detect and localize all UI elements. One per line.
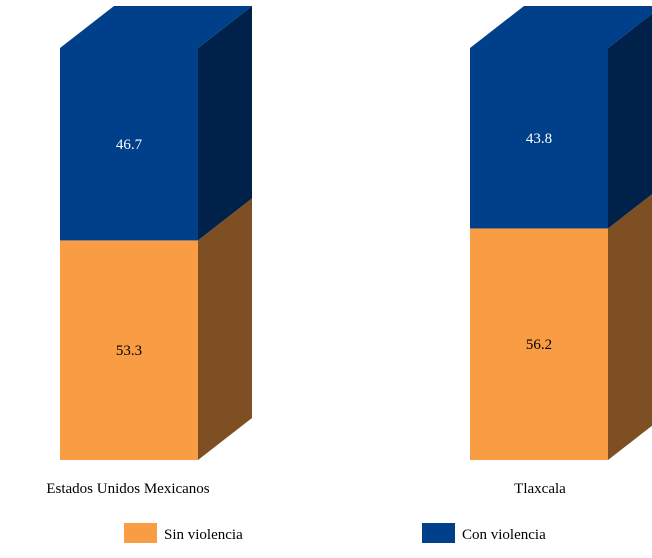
bar-group-0: 53.3 46.7 Estados Unidos Mexicanos — [46, 6, 252, 497]
bar-group-1: 56.2 43.8 Tlaxcala — [470, 6, 652, 497]
data-label-1-0: 56.2 — [526, 337, 552, 353]
legend-label-0: Sin violencia — [164, 527, 243, 543]
data-label-1-1: 43.8 — [526, 131, 552, 147]
bar-segment-1-1 — [470, 48, 608, 229]
legend: Sin violencia Con violencia — [124, 523, 546, 543]
bar-side-1-0 — [608, 194, 652, 460]
bar-top-1 — [470, 6, 652, 48]
bar-top-0 — [60, 6, 252, 48]
bar-segment-0-0 — [60, 240, 198, 460]
legend-swatch-0 — [124, 523, 157, 543]
bar-side-0-1 — [198, 6, 252, 241]
data-label-0-0: 53.3 — [116, 343, 142, 359]
bar-segment-1-0 — [470, 228, 608, 460]
data-label-0-1: 46.7 — [116, 137, 143, 153]
category-label-0: Estados Unidos Mexicanos — [46, 481, 209, 497]
legend-swatch-1 — [422, 523, 455, 543]
bar-side-1-1 — [608, 13, 652, 229]
bar-side-0-0 — [198, 198, 252, 461]
category-label-1: Tlaxcala — [514, 481, 566, 497]
legend-label-1: Con violencia — [462, 527, 546, 543]
bar-segment-0-1 — [60, 48, 198, 241]
